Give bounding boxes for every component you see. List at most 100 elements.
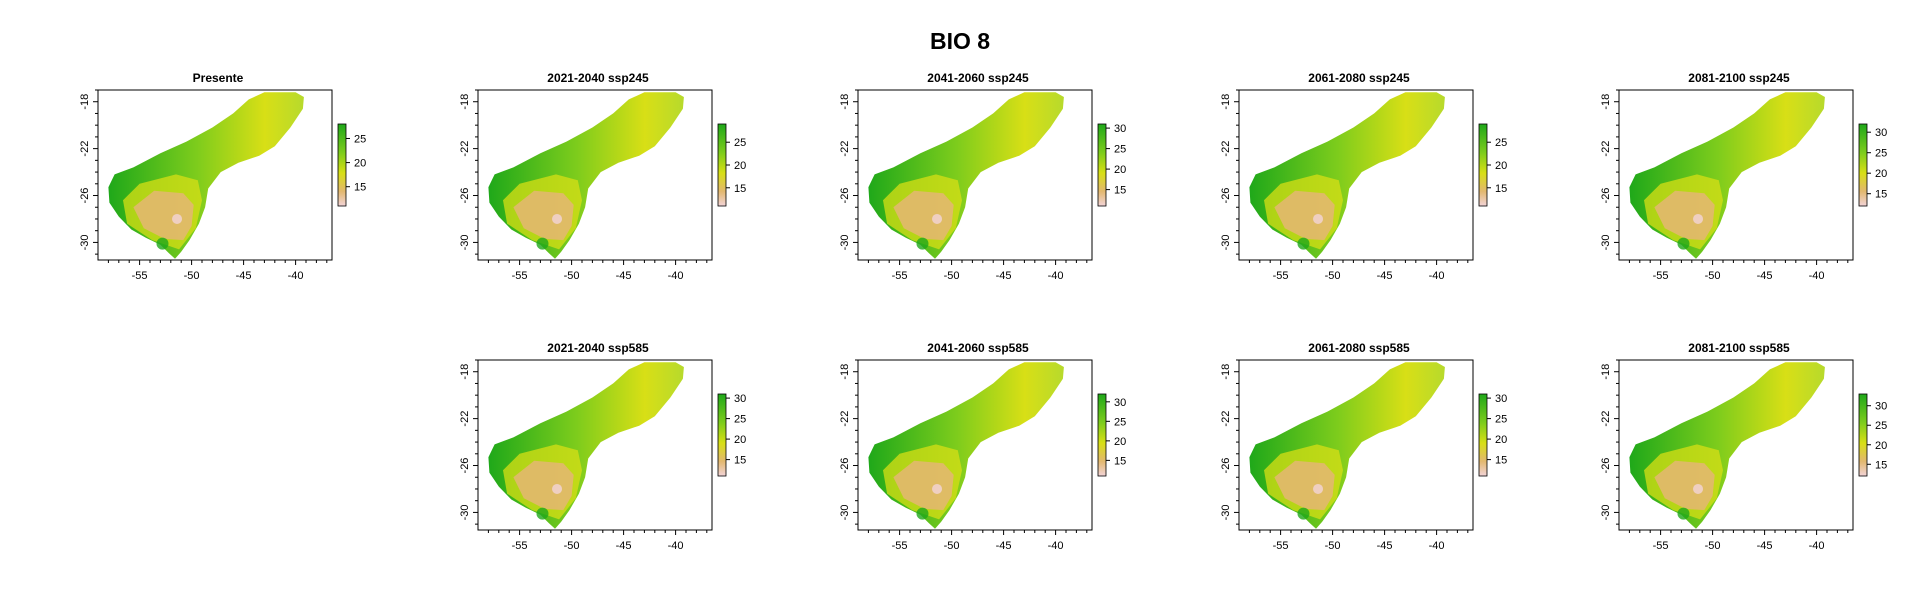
x-tick-label: -45 — [1377, 540, 1393, 552]
y-tick-label: -22 — [839, 141, 851, 157]
plot-frame — [1618, 359, 1854, 531]
panel-title: 2081-2100 ssp585 — [1688, 341, 1790, 355]
figure-title: BIO 8 — [929, 28, 991, 54]
raster-zone-cold — [932, 213, 943, 224]
raster-region — [1249, 92, 1445, 259]
x-tick-label: -50 — [1325, 270, 1341, 282]
y-tick-label: -30 — [1600, 504, 1612, 520]
x-tick-label: -40 — [668, 270, 684, 282]
legend-tick-label: 15 — [734, 183, 746, 195]
raster-region — [1249, 362, 1445, 529]
raster-region — [868, 362, 1064, 529]
panel-title: Presente — [192, 71, 244, 85]
legend-tick-label: 15 — [1495, 183, 1507, 195]
x-tick-label: -45 — [996, 540, 1012, 552]
legend-tick-label: 25 — [734, 414, 746, 426]
x-tick-label: -45 — [1757, 540, 1773, 552]
raster-zone-cold — [1693, 213, 1704, 224]
plot-frame — [477, 89, 713, 261]
raster-zone-green — [1297, 507, 1310, 520]
y-tick-label: -26 — [1600, 188, 1612, 204]
y-tick-label: -26 — [459, 188, 471, 204]
x-tick-label: -55 — [1273, 540, 1289, 552]
x-tick-label: -45 — [1757, 270, 1773, 282]
x-tick-label: -45 — [236, 270, 252, 282]
legend-tick-label: 20 — [1114, 436, 1126, 448]
legend-tick-label: 30 — [1875, 401, 1887, 413]
map-panel: 2021-2040 ssp585 -55 -50 -45 -40 -18 -22 -26 -30… — [448, 336, 788, 596]
plot-frame — [97, 89, 333, 261]
legend-tick-label: 20 — [1495, 160, 1507, 172]
legend-colorbar — [717, 393, 727, 477]
y-tick-label: -26 — [1600, 458, 1612, 474]
legend-tick-label: 15 — [1875, 459, 1887, 471]
legend-tick-label: 30 — [1875, 127, 1887, 139]
y-tick-label: -30 — [459, 234, 471, 250]
legend-tick-label: 25 — [1495, 414, 1507, 426]
raster-zone-cool — [513, 460, 574, 511]
map-plot: -55 -50 -45 -40 -18 -22 -26 -30 30 25 20 15 — [839, 359, 1126, 552]
plot-frame — [857, 359, 1093, 531]
plot-frame — [1238, 89, 1474, 261]
x-tick-label: -55 — [132, 270, 148, 282]
y-tick-label: -18 — [459, 364, 471, 380]
raster-zone-cool — [133, 190, 194, 241]
panel-title: 2061-2080 ssp585 — [1308, 341, 1410, 355]
legend-tick-label: 25 — [1495, 137, 1507, 149]
raster-region — [108, 92, 304, 259]
map-plot: -55 -50 -45 -40 -18 -22 -26 -30 30 25 20 15 — [459, 359, 746, 552]
x-tick-label: -45 — [996, 270, 1012, 282]
y-tick-label: -18 — [459, 94, 471, 110]
map-plot: -55 -50 -45 -40 -18 -22 -26 -30 30 25 20 15 — [1220, 359, 1507, 552]
raster-region — [488, 92, 684, 259]
raster-zone-green — [536, 507, 549, 520]
x-tick-label: -50 — [184, 270, 200, 282]
legend-tick-label: 25 — [1114, 416, 1126, 428]
x-tick-label: -55 — [892, 540, 908, 552]
panel-title: 2061-2080 ssp245 — [1308, 71, 1410, 85]
legend-colorbar — [337, 123, 347, 207]
x-tick-label: -50 — [564, 270, 580, 282]
raster-zone-cold — [932, 483, 943, 494]
x-tick-label: -50 — [564, 540, 580, 552]
legend-tick-label: 30 — [1495, 393, 1507, 405]
raster-region — [1629, 362, 1825, 529]
map-plot: -55 -50 -45 -40 -18 -22 -26 -30 25 20 15 — [459, 89, 746, 282]
plot-frame — [1618, 89, 1854, 261]
y-tick-label: -26 — [839, 458, 851, 474]
raster-zone-green — [156, 237, 169, 250]
raster-zone-cool — [1274, 460, 1335, 511]
x-tick-label: -55 — [1653, 540, 1669, 552]
x-tick-label: -55 — [512, 540, 528, 552]
x-tick-label: -45 — [1377, 270, 1393, 282]
x-tick-label: -50 — [1705, 270, 1721, 282]
map-panel: 2081-2100 ssp245 -55 -50 -45 -40 -18 -22 -26 -30… — [1589, 66, 1920, 326]
legend-tick-label: 15 — [1875, 189, 1887, 201]
raster-zone-cool — [893, 190, 954, 241]
legend-tick-label: 20 — [1875, 440, 1887, 452]
raster-zone-green — [1677, 507, 1690, 520]
x-tick-label: -55 — [512, 270, 528, 282]
y-tick-label: -22 — [839, 411, 851, 427]
legend-tick-label: 20 — [354, 158, 366, 170]
y-tick-label: -18 — [1600, 364, 1612, 380]
x-tick-label: -40 — [1809, 540, 1825, 552]
raster-zone-cool — [1654, 460, 1715, 511]
x-tick-label: -55 — [1653, 270, 1669, 282]
raster-zone-cold — [1693, 483, 1704, 494]
legend-tick-label: 30 — [1114, 123, 1126, 135]
x-tick-label: -40 — [668, 540, 684, 552]
y-tick-label: -18 — [1600, 94, 1612, 110]
legend-tick-label: 15 — [734, 455, 746, 467]
map-panel: 2081-2100 ssp585 -55 -50 -45 -40 -18 -22 -26 -30… — [1589, 336, 1920, 596]
raster-zone-cold — [1313, 213, 1324, 224]
y-tick-label: -30 — [459, 504, 471, 520]
panel-title: 2021-2040 ssp245 — [547, 71, 649, 85]
raster-zone-cold — [552, 213, 563, 224]
x-tick-label: -50 — [1325, 540, 1341, 552]
legend-tick-label: 15 — [1114, 455, 1126, 467]
legend-tick-label: 15 — [1114, 185, 1126, 197]
raster-zone-cool — [513, 190, 574, 241]
panel-title: 2081-2100 ssp245 — [1688, 71, 1790, 85]
y-tick-label: -18 — [1220, 364, 1232, 380]
